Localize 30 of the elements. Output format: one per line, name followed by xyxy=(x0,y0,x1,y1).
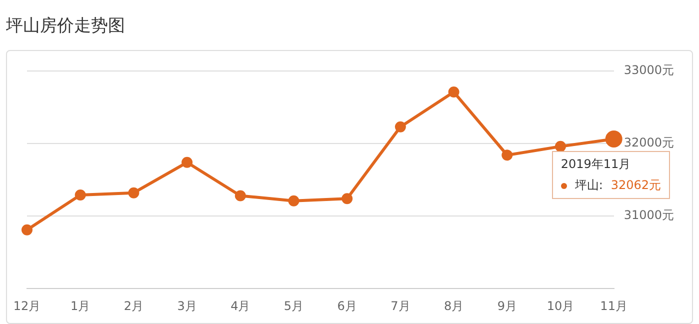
point xyxy=(22,224,32,236)
point xyxy=(502,150,513,161)
y-tick-label: 31000元 xyxy=(624,208,674,222)
point xyxy=(394,121,406,132)
point xyxy=(182,156,193,168)
point xyxy=(288,195,300,206)
x-tick-label: 7月 xyxy=(390,298,410,313)
data-label: 32062元 xyxy=(610,177,662,194)
chart-title: 坪山房价走势图 xyxy=(5,15,126,38)
point xyxy=(448,86,460,98)
x-tick-label: 6月 xyxy=(337,298,357,313)
point xyxy=(342,193,353,204)
point xyxy=(234,190,246,202)
x-tick-label: 12月 xyxy=(13,298,41,313)
x-tick-label: 8月 xyxy=(444,298,464,313)
x-tick-label: 11月 xyxy=(600,298,628,313)
x-tick-label: 10月 xyxy=(546,298,574,313)
x-tick-label: 9月 xyxy=(497,298,517,313)
point xyxy=(74,190,86,201)
x-tick-label: 1月 xyxy=(70,298,90,313)
x-tick-label: 5月 xyxy=(284,298,304,313)
y-tick-label: 32000元 xyxy=(624,136,674,150)
legend-label: 坪山: xyxy=(574,177,603,194)
annotation: 2019年11月 xyxy=(560,156,632,174)
y-tick-label: 33000元 xyxy=(624,63,674,78)
x-tick-label: 2月 xyxy=(124,298,144,313)
point xyxy=(128,187,140,198)
x-tick-label: 3月 xyxy=(177,298,197,313)
point xyxy=(554,140,566,152)
x-tick-label: 4月 xyxy=(230,298,250,313)
